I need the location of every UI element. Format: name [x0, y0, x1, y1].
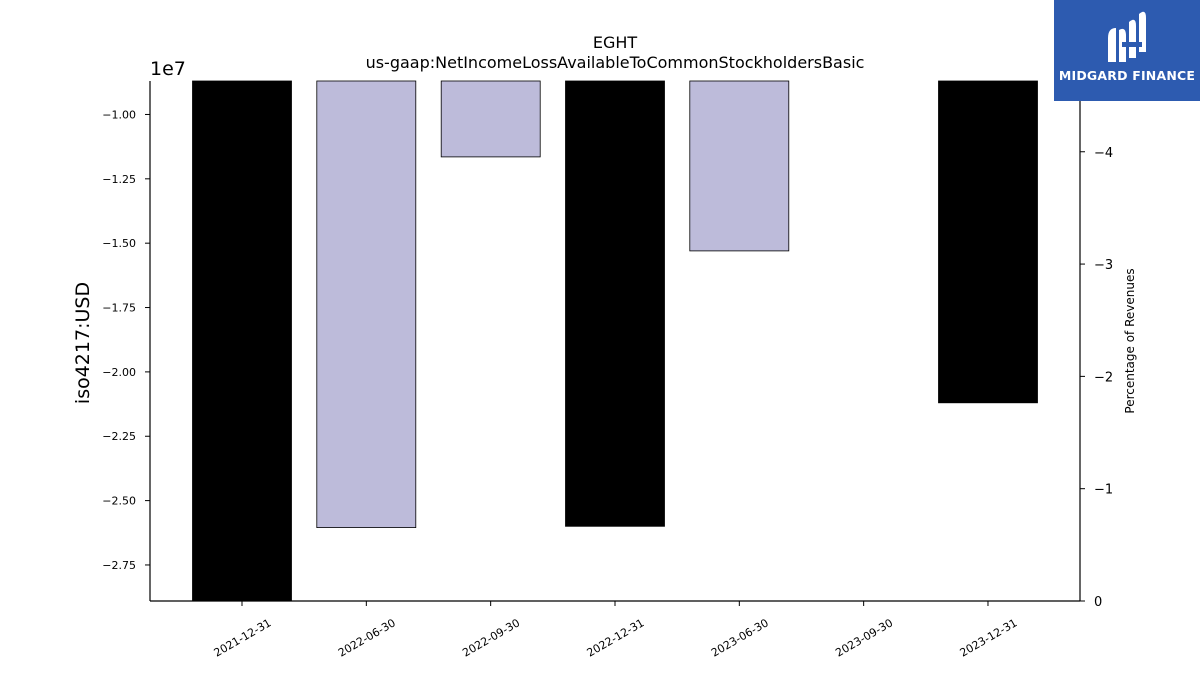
bar-2022-12-31 [565, 80, 665, 527]
chart-subtitle: us-gaap:NetIncomeLossAvailableToCommonSt… [366, 53, 865, 72]
y-tick-label: −2.00 [102, 366, 136, 379]
bar-2023-06-30 [689, 80, 790, 252]
y-axis-label: iso4217:USD [72, 282, 94, 404]
y2-tick-label: −3 [1094, 258, 1113, 273]
midgard-finance-logo: MIDGARD FINANCE [1054, 0, 1200, 101]
bar-2021-12-31 [192, 80, 292, 602]
bar-2023-12-31 [938, 80, 1038, 404]
y-scale-label: 1e7 [150, 58, 186, 80]
y-tick-label: −1.25 [102, 173, 136, 186]
y2-tick-label: −1 [1094, 483, 1113, 498]
y-tick-label: −1.75 [102, 302, 136, 315]
percentage-line [953, 81, 1023, 155]
y2-tick-label: −4 [1094, 146, 1113, 161]
y2-axis-label: Percentage of Revenues [1123, 268, 1137, 413]
x-tick-label: 2023-06-30 [709, 616, 771, 659]
bar-2022-09-30 [440, 80, 541, 158]
x-tick-label: 2023-12-31 [958, 616, 1020, 659]
y2-tick-label: −2 [1094, 370, 1113, 385]
bar-2022-06-30 [316, 80, 417, 529]
x-tick-label: 2022-09-30 [460, 616, 522, 659]
y-tick-label: −2.50 [102, 495, 136, 508]
midgard-logo-icon [1108, 11, 1146, 62]
chart-title: EGHT [593, 33, 638, 52]
x-tick-label: 2022-12-31 [585, 616, 647, 659]
x-tick-label: 2022-06-30 [336, 616, 398, 659]
y-tick-label: −1.50 [102, 237, 136, 250]
y2-tick-label: 0 [1094, 595, 1102, 610]
logo-text: MIDGARD FINANCE [1058, 68, 1196, 83]
y-tick-label: −2.25 [102, 430, 136, 443]
x-tick-label: 2021-12-31 [212, 616, 274, 659]
y-tick-label: −2.75 [102, 559, 136, 572]
y-tick-label: −1.00 [102, 108, 136, 121]
x-tick-label: 2023-09-30 [833, 616, 895, 659]
